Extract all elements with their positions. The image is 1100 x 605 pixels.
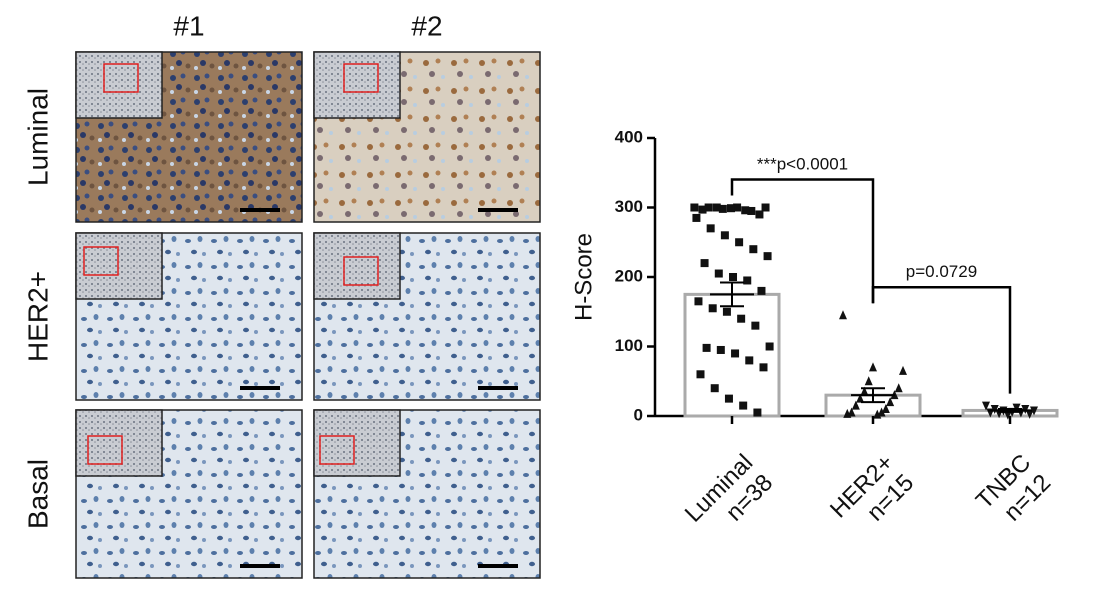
data-point: [851, 400, 860, 410]
data-point: [765, 342, 774, 351]
data-point: [714, 269, 723, 278]
column-label: #2: [411, 10, 442, 41]
scale-bar: [240, 208, 280, 212]
y-tick-label: 400: [615, 127, 643, 146]
data-point: [753, 408, 762, 417]
scale-bar: [240, 386, 280, 390]
data-point: [696, 370, 705, 379]
data-point: [761, 203, 770, 212]
row-label: Luminal: [22, 88, 53, 186]
y-tick-label: 0: [634, 405, 643, 424]
data-point: [745, 356, 754, 365]
data-point: [739, 401, 748, 410]
row-label: HER2+: [22, 271, 53, 362]
scale-bar: [478, 386, 518, 390]
data-point: [763, 252, 772, 261]
data-point: [881, 404, 890, 414]
data-point: [729, 273, 738, 281]
inset-roi: [343, 256, 379, 286]
data-point: [724, 394, 733, 403]
y-tick-label: 200: [615, 266, 643, 285]
data-point: [741, 206, 750, 215]
inset: [75, 51, 163, 119]
y-tick-label: 300: [615, 197, 643, 216]
data-point: [694, 297, 703, 306]
data-point: [731, 349, 740, 358]
scale-bar: [478, 564, 518, 568]
column-label: #1: [173, 10, 204, 41]
data-point: [1025, 409, 1034, 419]
data-point: [839, 310, 847, 320]
data-point: [982, 401, 990, 411]
data-point: [757, 286, 766, 295]
significance-label: ***p<0.0001: [757, 155, 848, 174]
data-point: [710, 384, 719, 393]
data-point: [743, 276, 752, 285]
data-point: [716, 345, 725, 354]
data-point: [712, 203, 721, 212]
data-point: [704, 203, 713, 212]
data-point: [856, 393, 865, 403]
data-point: [869, 362, 877, 372]
data-point: [899, 365, 907, 375]
data-point: [702, 343, 711, 352]
inset-roi: [83, 246, 119, 276]
data-point: [749, 245, 758, 254]
data-point: [706, 224, 715, 233]
data-point: [1030, 406, 1038, 416]
data-point: [747, 206, 756, 215]
data-point: [877, 407, 886, 417]
inset: [313, 232, 401, 300]
data-point: [860, 386, 869, 396]
data-point: [759, 363, 768, 372]
significance-bracket: [730, 178, 875, 304]
data-point: [700, 259, 709, 268]
significance-label: p=0.0729: [906, 262, 977, 281]
data-point: [894, 383, 903, 393]
inset-roi: [103, 63, 139, 93]
inset-roi: [319, 435, 355, 465]
data-point: [722, 307, 731, 316]
data-point: [690, 203, 699, 212]
row-label: Basal: [22, 459, 53, 529]
data-point: [864, 376, 873, 386]
data-point: [718, 204, 727, 213]
data-point: [708, 304, 717, 313]
data-point: [737, 314, 746, 323]
data-point: [751, 321, 760, 330]
data-point: [886, 397, 895, 407]
data-point: [733, 203, 742, 212]
micrographs: #1 #2 Luminal HER2+ Basal: [22, 10, 541, 579]
inset-roi: [87, 435, 123, 465]
inset: [313, 409, 401, 477]
data-point: [698, 205, 707, 214]
data-point: [1003, 410, 1012, 420]
inset: [75, 232, 163, 300]
data-point: [735, 238, 744, 247]
data-point: [843, 408, 852, 418]
significance-bracket: [871, 285, 1012, 394]
data-point: [692, 213, 701, 222]
scale-bar: [240, 564, 280, 568]
y-tick-label: 100: [615, 336, 643, 355]
data-point: [873, 409, 882, 419]
data-point: [720, 231, 729, 240]
scale-bar: [478, 208, 518, 212]
inset: [313, 51, 401, 119]
inset-roi: [343, 63, 379, 93]
data-point: [726, 204, 735, 213]
inset: [75, 409, 163, 477]
data-point: [755, 210, 764, 219]
y-axis-label: H-Score: [570, 233, 597, 321]
